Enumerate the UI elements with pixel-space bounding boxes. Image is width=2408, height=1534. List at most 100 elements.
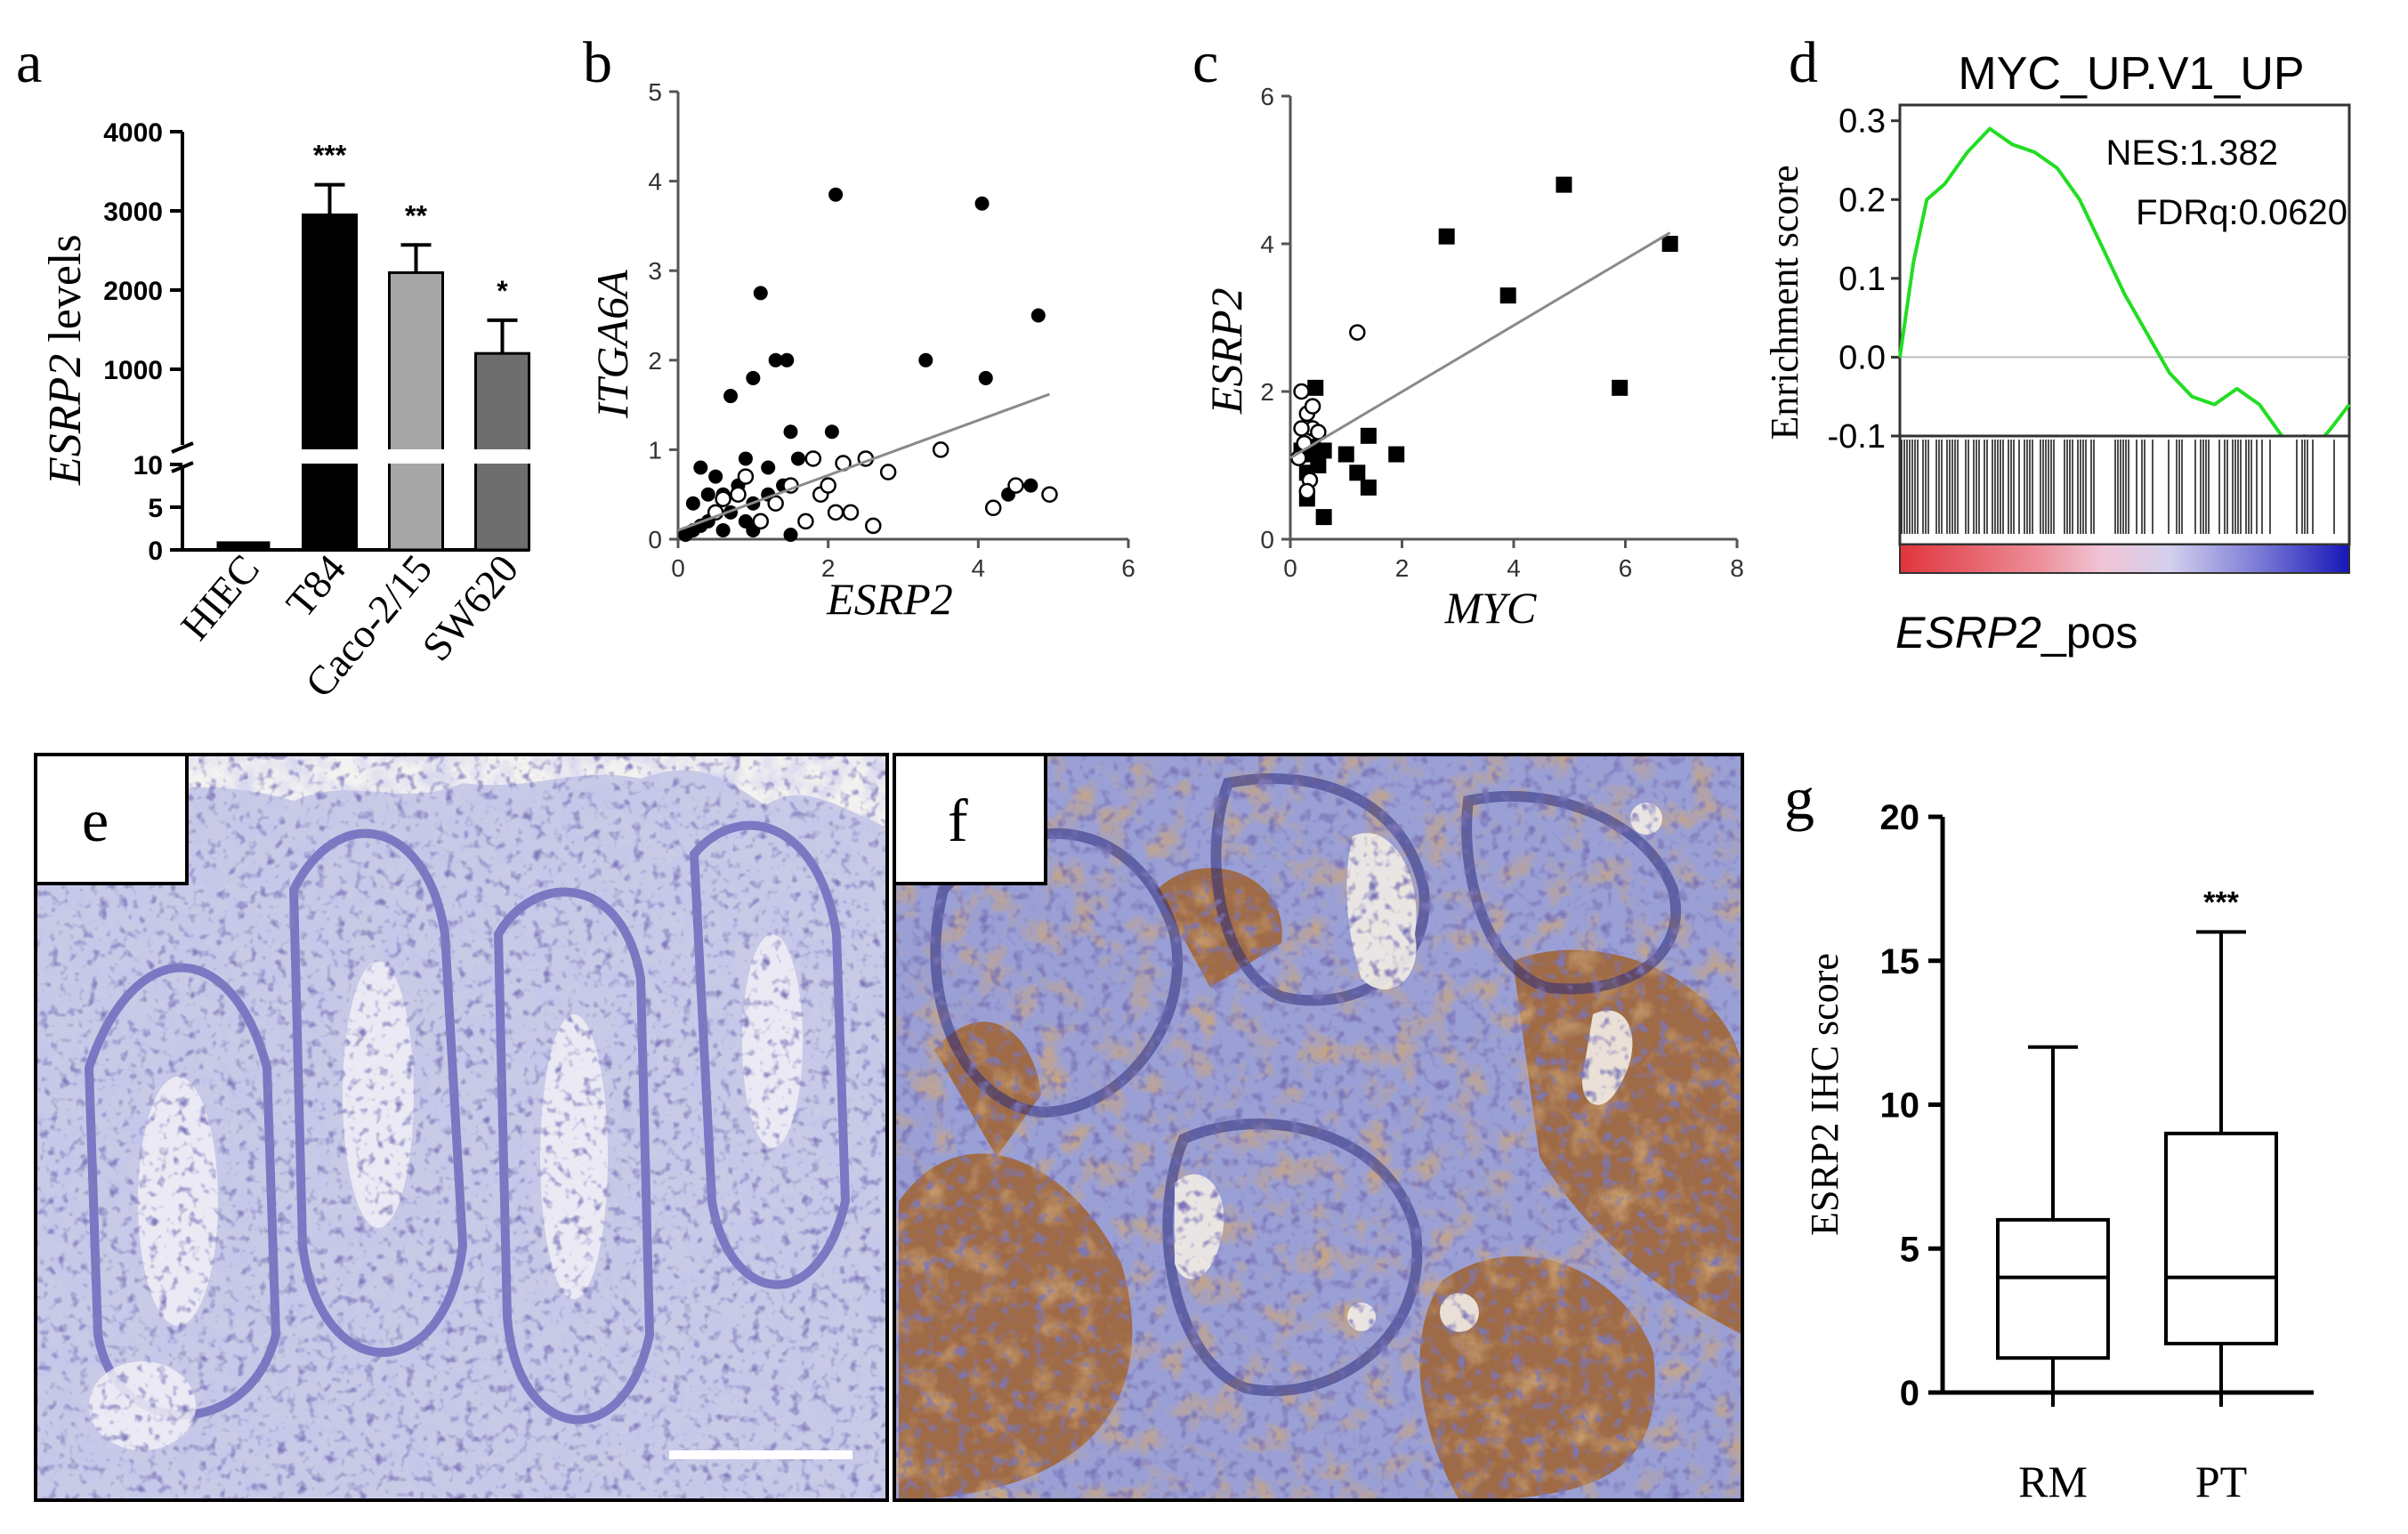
panel-b-trendline: [677, 392, 1050, 532]
panel-c-point: [1360, 479, 1377, 496]
panel-b-x-tick-label: 4: [972, 554, 986, 582]
panel-b-point: [978, 370, 993, 385]
panel-g-x-tick-label: RM: [2018, 1457, 2088, 1506]
panel-c-y-axis-label: ESRP2: [1201, 287, 1251, 415]
panel-b-point: [730, 486, 747, 503]
panel-g-box: [2164, 1131, 2278, 1346]
panel-d-x-label-gene: ESRP2: [1895, 608, 2041, 658]
panel-b-point: [1041, 486, 1058, 503]
panel-b-y-tick-label: 5: [648, 78, 662, 106]
panel-b-point: [790, 451, 805, 466]
panel-c-point: [1349, 464, 1366, 481]
panel-a-axis-break-band: [301, 449, 359, 464]
panel-c-point: [1298, 482, 1316, 500]
panel-g-significance-label: ***: [2203, 885, 2239, 919]
panel-b-point: [984, 499, 1002, 517]
panel-f-histology-image: f: [893, 753, 1744, 1502]
panel-b-point: [753, 286, 768, 301]
panel-c: c ESRP2 MYC 0 2 4 6 8 0 2 4 6: [1192, 30, 1744, 633]
panel-a-y-tick-label: 10: [133, 451, 163, 480]
panel-c-point: [1307, 379, 1324, 396]
panel-b-point: [932, 441, 949, 458]
panel-label-g: g: [1784, 764, 1814, 832]
panel-b-y-axis-label: ITGA6A: [587, 270, 637, 419]
panel-c-point: [1310, 424, 1327, 440]
panel-a-axis-break-band: [473, 449, 531, 464]
panel-d: d MYC_UP.V1_UP Enrichment score NES:1.38…: [1763, 30, 2351, 658]
panel-d-y-axis-label: Enrichment score: [1763, 165, 1806, 440]
panel-d-title: MYC_UP.V1_UP: [1958, 48, 2304, 100]
panel-b-x-axis-label: ESRP2: [826, 574, 953, 624]
panel-b-point: [1030, 308, 1046, 323]
panel-d-enrichment-line: [1898, 126, 2351, 454]
panel-g-box: [1996, 1217, 2110, 1360]
panel-c-point: [1612, 379, 1628, 396]
panel-b-point: [746, 370, 761, 385]
panel-b-point: [828, 187, 844, 202]
panel-b-point: [783, 527, 798, 542]
panel-b-point: [918, 352, 933, 367]
panel-d-y-tick-label: 0.1: [1838, 261, 1886, 298]
panel-d-plot: -0.1 0.0 0.1 0.2 0.3: [1828, 103, 2351, 574]
panel-c-x-tick-label: 6: [1619, 554, 1633, 582]
panel-d-x-axis-label: ESRP2_pos: [1895, 608, 2137, 658]
panel-e-histology-image: e: [34, 753, 889, 1502]
panel-b-point: [723, 389, 739, 404]
panel-b: b ITGA6A ESRP2 0 2 4 6 0 1 2 3 4 5: [583, 30, 1135, 624]
panel-c-x-tick-label: 2: [1395, 554, 1410, 582]
panel-b-point: [768, 352, 783, 367]
panel-a-x-tick-label: T84: [277, 546, 354, 626]
panel-b-point: [820, 477, 836, 494]
panel-a-y-tick-label: 1000: [103, 356, 163, 385]
panel-label-d: d: [1789, 30, 1818, 95]
panel-d-nes-annotation: NES:1.382: [2106, 133, 2278, 173]
panel-a-y-axis-label-gene: ESRP2: [40, 354, 91, 486]
panel-c-point: [1499, 287, 1516, 304]
panel-e-label-box: [34, 753, 189, 885]
panel-a-axis-break-mark: [171, 441, 194, 454]
panel-a-bars: ******: [216, 140, 531, 552]
panel-b-point: [693, 460, 708, 475]
panel-a-significance-label: *: [497, 275, 508, 307]
panel-c-point: [1304, 398, 1321, 415]
panel-label-e: e: [82, 787, 109, 854]
panel-d-hit-panel: [1898, 434, 2351, 546]
panel-g-y-tick-label: 20: [1880, 798, 1920, 837]
panel-b-point: [708, 469, 723, 484]
panel-c-y-tick-label: 2: [1260, 378, 1274, 406]
panel-g: g ESRP2 IHC score 0 5 10 15 20 RM PT ***: [1784, 764, 2314, 1506]
panel-b-point: [1007, 477, 1024, 494]
panel-c-point: [1293, 383, 1310, 400]
panel-c-x-tick-label: 8: [1730, 554, 1744, 582]
panel-b-point: [824, 424, 839, 440]
panel-a-axis-break-mark: [171, 461, 194, 473]
panel-b-point: [827, 504, 844, 521]
panel-c-y-tick-label: 6: [1260, 83, 1274, 110]
panel-b-point: [761, 460, 776, 475]
panel-c-y-tick-label: 4: [1260, 230, 1274, 258]
panel-b-point: [752, 513, 770, 530]
panel-b-x-tick-label: 6: [1121, 554, 1135, 582]
panel-d-fdr-annotation: FDRq:0.0620: [2136, 193, 2347, 232]
panel-g-y-tick-label: 15: [1880, 942, 1920, 981]
panel-c-point: [1556, 176, 1572, 193]
panel-b-y-tick-label: 4: [648, 168, 662, 196]
panel-g-y-axis-label: ESRP2 IHC score: [1803, 953, 1846, 1236]
panel-c-point: [1388, 446, 1405, 463]
panel-c-x-tick-label: 4: [1507, 554, 1521, 582]
panel-g-y-tick-label: 0: [1900, 1374, 1919, 1413]
panel-c-point: [1360, 427, 1377, 444]
panel-b-point: [783, 424, 798, 440]
panel-d-y-tick-label: -0.1: [1828, 418, 1886, 456]
panel-a-x-tick-label: SW620: [413, 546, 527, 669]
panel-c-point: [1315, 442, 1332, 459]
panel-c-x-tick-label: 0: [1283, 554, 1297, 582]
panel-f-label-box: [893, 753, 1047, 885]
panel-c-point: [1337, 446, 1354, 463]
panel-b-x-tick-label: 2: [821, 554, 836, 582]
panel-a-bar: [388, 270, 444, 552]
panel-c-y-tick-label: 0: [1260, 526, 1274, 553]
panel-a-axis-break-band: [387, 449, 445, 464]
panel-c-x-axis-label: MYC: [1444, 583, 1537, 633]
